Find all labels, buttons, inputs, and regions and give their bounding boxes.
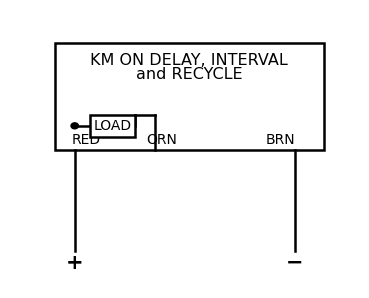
Text: and RECYCLE: and RECYCLE (136, 68, 242, 83)
Text: LOAD: LOAD (94, 119, 132, 133)
Text: ORN: ORN (146, 133, 177, 147)
Bar (90, 115, 135, 137)
Text: +: + (66, 253, 83, 273)
Circle shape (71, 123, 79, 129)
Text: RED: RED (72, 133, 101, 147)
Text: −: − (286, 253, 304, 273)
Bar (55, 43, 324, 150)
Text: BRN: BRN (265, 133, 295, 147)
Text: KM ON DELAY, INTERVAL: KM ON DELAY, INTERVAL (90, 52, 288, 68)
